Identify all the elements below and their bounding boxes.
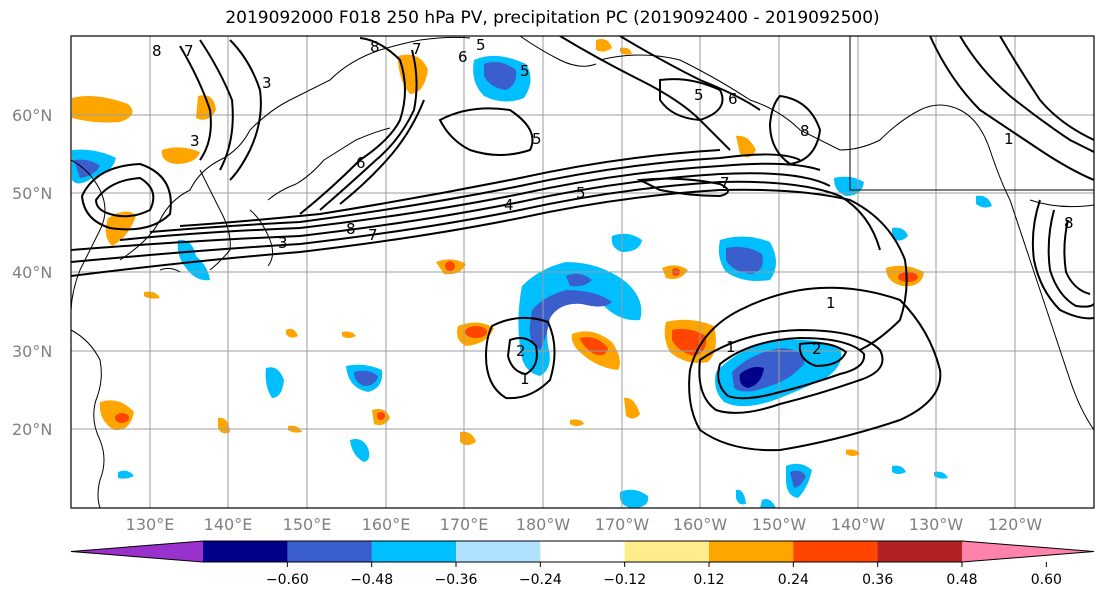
contour-label: 7 [184,42,194,60]
contour-label: 8 [800,122,810,140]
contour-label: 8 [152,42,162,60]
contour-label: 1 [826,294,836,312]
contour-label: 7 [412,40,422,58]
contour-label: 3 [262,74,272,92]
colorbar [70,540,1095,563]
colorbar-segment [624,541,710,562]
colorbar-segment [540,541,626,562]
map-frame [70,35,1095,509]
precip-shading [72,39,992,508]
contour-label: 5 [694,86,704,104]
contour-label: 2 [812,340,822,358]
contour-label: 5 [476,36,486,54]
contour-label: 7 [720,174,730,192]
colorbar-segment [793,541,879,562]
colorbar-tick-label: −0.60 [266,572,309,588]
colorbar-extend-high [962,541,1094,562]
contour-label: 4 [504,196,514,214]
lon-label: 130°W [909,515,964,534]
lon-label: 140°W [831,515,886,534]
lat-label: 30°N [12,342,52,361]
contour-labels: 1 1 1 2 2 3 3 4 5 5 5 6 6 7 7 7 8 8 8 8 … [152,36,1074,388]
lon-label: 160°E [362,515,411,534]
contour-label: 6 [728,90,738,108]
contour-label: 6 [356,154,366,172]
pv-contours [71,36,1094,452]
lon-label: 170°W [595,515,650,534]
latitude-labels: 60°N 50°N 40°N 30°N 20°N [12,106,52,439]
colorbar-tick-label: −0.24 [519,572,562,588]
colorbar-tick-label: −0.36 [435,572,478,588]
colorbar-tick-label: 0.24 [778,572,809,588]
contour-label: 1 [520,370,530,388]
lon-label: 150°E [283,515,332,534]
colorbar-segment [877,541,963,562]
lon-label: 180°W [516,515,571,534]
colorbar-tick-label: 0.36 [862,572,893,588]
lon-label: 140°E [204,515,253,534]
lat-label: 40°N [12,263,52,282]
graticule [71,36,1094,508]
contour-label: 5 [576,184,586,202]
contour-label: 8 [370,38,380,56]
longitude-labels: 130°E 140°E 150°E 160°E 170°E 180°W 170°… [126,515,1043,534]
colorbar-outline [70,540,1095,563]
contour-label: 6 [458,48,468,66]
map-title: 2019092000 F018 250 hPa PV, precipitatio… [225,8,880,28]
contour-label: 8 [346,220,356,238]
lat-label: 20°N [12,420,52,439]
colorbar-tick-label: 0.48 [946,572,977,588]
coastlines [71,36,1094,508]
colorbar-ticks: −0.60 −0.48 −0.36 −0.24 −0.12 0.12 0.24 0.36 0.4… [266,562,1062,588]
colorbar-segment [709,541,794,562]
contour-label: 3 [278,234,288,252]
lon-label: 160°W [673,515,728,534]
lon-label: 170°E [440,515,489,534]
colorbar-extend-low [71,541,203,562]
contour-label: 1 [1004,130,1014,148]
colorbar-tick-label: −0.48 [350,572,393,588]
contour-label: 7 [368,226,378,244]
colorbar-tick-label: 0.60 [1031,572,1062,588]
lat-label: 50°N [12,184,52,203]
colorbar-tick-label: 0.12 [693,572,724,588]
lon-label: 130°E [126,515,175,534]
colorbar-segment [456,541,541,562]
contour-label: 5 [520,62,530,80]
colorbar-segment [203,541,288,562]
contour-label: 3 [190,132,200,150]
colorbar-segment [287,541,373,562]
colorbar-tick-label: −0.12 [603,572,646,588]
lat-label: 60°N [12,106,52,125]
lon-label: 120°W [988,515,1043,534]
colorbar-segment [371,541,457,562]
contour-label: 8 [1064,214,1074,232]
contour-label: 1 [726,338,736,356]
contour-label: 2 [516,342,526,360]
contour-label: 5 [532,130,542,148]
lon-label: 150°W [752,515,807,534]
